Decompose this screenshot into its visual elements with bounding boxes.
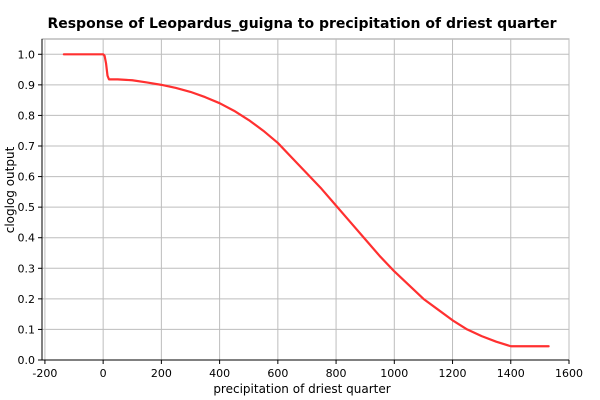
y-tick-label: 0.6 bbox=[18, 171, 36, 184]
y-tick-label: 1.0 bbox=[18, 48, 36, 61]
x-tick-label: 800 bbox=[326, 367, 347, 380]
x-tick-label: 1200 bbox=[439, 367, 467, 380]
x-tick-label: 0 bbox=[100, 367, 107, 380]
y-tick-label: 0.2 bbox=[18, 293, 36, 306]
y-tick-labels: 0.0 0.1 0.2 0.3 0.4 0.5 0.6 0.7 0.8 0.9 1.0 bbox=[18, 48, 36, 367]
y-tick-label: 0.3 bbox=[18, 262, 36, 275]
x-tick-label: 1000 bbox=[380, 367, 408, 380]
y-axis-label: cloglog output bbox=[3, 146, 17, 233]
x-tick-label: 1600 bbox=[555, 367, 583, 380]
chart-title: Response of Leopardus_guigna to precipit… bbox=[47, 16, 556, 32]
x-tick-labels: -200 0 200 400 600 800 1000 1200 1400 1600 bbox=[32, 367, 583, 380]
y-tick-label: 0.7 bbox=[18, 140, 36, 153]
y-tick-label: 0.8 bbox=[18, 109, 36, 122]
series-layer bbox=[62, 53, 550, 348]
y-tick-label: 0.9 bbox=[18, 79, 36, 92]
x-tick-label: 200 bbox=[151, 367, 172, 380]
y-tick-label: 0.5 bbox=[18, 201, 36, 214]
x-tick-label: -200 bbox=[32, 367, 57, 380]
x-axis-label: precipitation of driest quarter bbox=[213, 382, 390, 396]
y-tick-label: 0.4 bbox=[18, 232, 36, 245]
y-tick-label: 0.1 bbox=[18, 323, 36, 336]
y-tick-label: 0.0 bbox=[18, 354, 36, 367]
x-tick-label: 600 bbox=[267, 367, 288, 380]
axes bbox=[38, 39, 570, 364]
response-curve-line bbox=[62, 53, 550, 348]
plot-area bbox=[41, 38, 570, 361]
x-tick-label: 400 bbox=[209, 367, 230, 380]
x-tick-label: 1400 bbox=[497, 367, 525, 380]
